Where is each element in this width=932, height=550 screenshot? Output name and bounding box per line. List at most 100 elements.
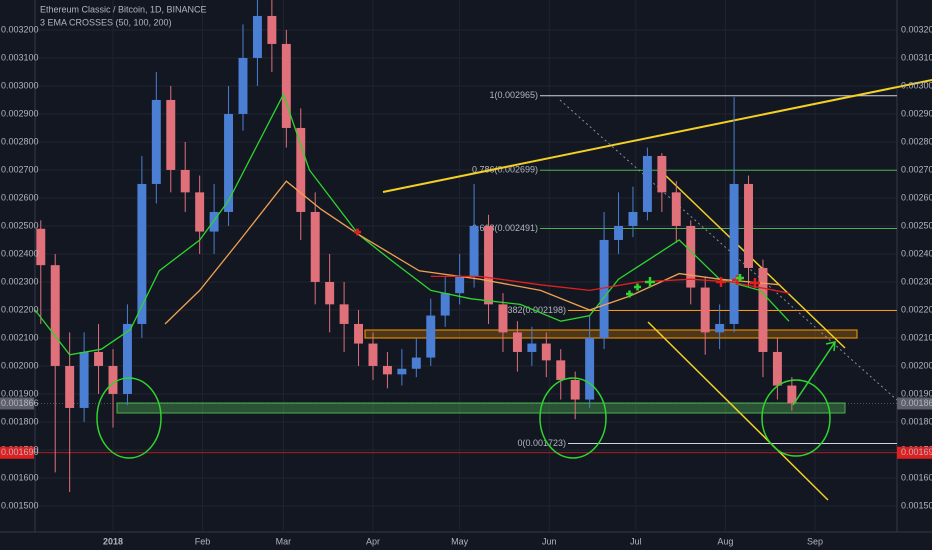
trend-line	[382, 79, 932, 193]
fib-label: 1(0.002965)	[489, 90, 538, 100]
candle-body	[267, 15, 277, 44]
x-tick-label: Feb	[195, 536, 211, 546]
circle	[96, 377, 162, 459]
y-tick-label: 0.002300	[1, 276, 39, 286]
candle-body	[541, 343, 551, 361]
candle-body	[411, 357, 421, 369]
y-tick-label: 0.002200	[901, 304, 932, 314]
y-tick-label: 0.002000	[1, 360, 39, 370]
candle-body	[455, 276, 465, 294]
candle-body	[224, 113, 234, 212]
price-tag-label: 0.001866	[901, 398, 932, 408]
dotted-line	[559, 99, 898, 401]
candle-body	[744, 183, 753, 268]
candle-body	[397, 368, 407, 375]
candle-body	[512, 332, 522, 352]
x-tick-label: Jul	[630, 536, 642, 546]
candle-body	[614, 225, 624, 240]
y-tick-label: 0.001900	[1, 388, 39, 398]
candle-body	[50, 265, 60, 366]
x-tick-label: Apr	[366, 536, 380, 546]
y-tick-label: 0.002600	[901, 192, 932, 202]
y-tick-label: 0.002300	[901, 276, 932, 286]
y-tick-label: 0.001600	[901, 472, 932, 482]
price-tag	[897, 446, 932, 459]
candle-body	[758, 267, 768, 352]
candle-body	[772, 351, 782, 386]
candle-body	[715, 323, 725, 333]
x-tick-label: Sep	[807, 536, 823, 546]
candle-body	[382, 365, 392, 375]
price-tag	[0, 446, 34, 459]
cross-signals	[354, 228, 760, 298]
price-tag	[0, 397, 34, 410]
y-tick-label: 0.003200	[1, 24, 39, 34]
candle-body	[79, 351, 89, 408]
y-tick-label: 0.003000	[1, 80, 39, 90]
candle-body	[94, 351, 104, 366]
candle-body	[310, 211, 320, 282]
price-tag-label: 0.001690	[1, 447, 39, 457]
candle-body	[570, 379, 580, 400]
ema-line	[164, 180, 781, 325]
y-tick-label: 0.001800	[901, 416, 932, 426]
x-tick-label: May	[451, 536, 469, 546]
candle-body	[166, 99, 176, 170]
candle-body	[36, 228, 46, 266]
fib-label: 0.618(0.002491)	[472, 223, 538, 233]
candle-body	[787, 385, 797, 404]
candle-body	[599, 239, 609, 338]
y-tick-label: 0.002000	[901, 360, 932, 370]
candle-body	[209, 211, 219, 232]
y-tick-label: 0.003100	[901, 52, 932, 62]
y-tick-label: 0.001500	[901, 500, 932, 510]
chart-title: Ethereum Classic / Bitcoin, 1D, BINANCE	[40, 4, 207, 14]
candle-body	[628, 211, 638, 226]
y-tick-label: 0.002100	[1, 332, 39, 342]
y-tick-label: 0.002900	[1, 108, 39, 118]
y-tick-label: 0.002400	[1, 248, 39, 258]
candle-body	[195, 192, 205, 232]
y-tick-label: 0.001900	[901, 388, 932, 398]
candle-body	[180, 169, 190, 193]
x-tick-label: 2018	[103, 536, 123, 546]
candle-body	[122, 323, 132, 394]
candle-body	[729, 183, 739, 324]
y-tick-label: 0.002600	[1, 192, 39, 202]
price-tag	[897, 397, 932, 410]
annotations	[96, 228, 836, 459]
candle-body	[137, 183, 147, 324]
channel-line	[647, 321, 829, 501]
candle-body	[484, 225, 494, 305]
y-tick-label: 0.002900	[901, 108, 932, 118]
candle-body	[686, 225, 696, 288]
candle-body	[700, 287, 710, 333]
y-tick-label: 0.003200	[901, 24, 932, 34]
candle-body	[252, 15, 262, 58]
fib-label: 0.786(0.002699)	[472, 165, 538, 175]
y-tick-label: 0.002500	[901, 220, 932, 230]
candle-body	[498, 304, 508, 333]
candle-body	[151, 99, 161, 184]
drawings	[116, 79, 932, 501]
y-tick-label: 0.002200	[1, 304, 39, 314]
candle-body	[469, 225, 479, 277]
resistance-zone	[364, 329, 858, 339]
candle-body	[585, 337, 595, 400]
candle-body	[354, 323, 364, 344]
candle-body	[556, 360, 566, 380]
candle-body	[65, 365, 75, 408]
candle-body	[238, 57, 248, 114]
y-tick-label: 0.002800	[901, 136, 932, 146]
x-tick-label: Aug	[717, 536, 733, 546]
candle-body	[642, 155, 652, 212]
ema-line	[34, 92, 790, 356]
circle	[539, 377, 607, 459]
circle	[761, 379, 831, 457]
candle-body	[281, 43, 291, 128]
y-tick-label: 0.002100	[901, 332, 932, 342]
price-tag-label: 0.001690	[901, 447, 932, 457]
candle-body	[426, 315, 436, 358]
